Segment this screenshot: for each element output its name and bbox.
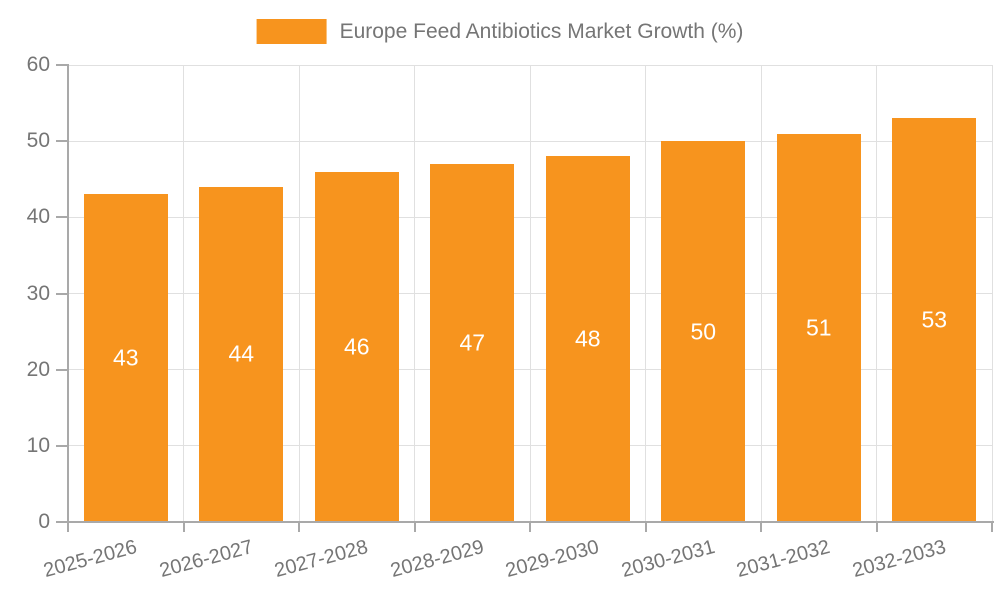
gridline-vertical bbox=[183, 65, 184, 522]
x-axis-label: 2027-2028 bbox=[272, 536, 371, 583]
x-axis-label: 2025-2026 bbox=[41, 536, 140, 583]
y-axis-tick bbox=[56, 521, 69, 523]
x-axis-tick bbox=[875, 523, 878, 532]
gridline-vertical bbox=[529, 65, 531, 522]
x-axis-label: 2032-2033 bbox=[849, 536, 948, 583]
y-axis-tick bbox=[56, 216, 69, 219]
y-axis-tick bbox=[56, 64, 69, 66]
bar[interactable]: 47 bbox=[430, 164, 515, 522]
gridline-vertical bbox=[645, 65, 646, 522]
y-axis-label: 10 bbox=[26, 433, 50, 457]
y-axis-label: 60 bbox=[26, 53, 50, 76]
gridline-horizontal bbox=[68, 140, 993, 142]
bar[interactable]: 50 bbox=[661, 141, 746, 522]
y-axis-tick bbox=[56, 292, 69, 295]
bar-value-label: 48 bbox=[574, 325, 601, 352]
legend[interactable]: Europe Feed Antibiotics Market Growth (%… bbox=[256, 19, 744, 44]
x-axis-tick bbox=[413, 523, 416, 532]
gridline-vertical bbox=[760, 65, 762, 522]
x-axis-tick bbox=[991, 523, 993, 532]
y-axis-label: 0 bbox=[38, 510, 50, 533]
bar-value-label: 53 bbox=[921, 306, 948, 333]
gridline-vertical bbox=[414, 65, 415, 522]
bar-value-label: 50 bbox=[690, 318, 717, 345]
bar[interactable]: 48 bbox=[545, 156, 630, 522]
x-axis-tick bbox=[67, 523, 69, 532]
y-axis-label: 40 bbox=[26, 205, 50, 229]
y-axis-tick bbox=[56, 140, 69, 143]
bar-value-label: 47 bbox=[459, 329, 486, 356]
x-axis-tick bbox=[298, 523, 300, 532]
gridline-vertical bbox=[876, 65, 877, 522]
x-axis-label: 2031-2032 bbox=[734, 536, 833, 583]
bar[interactable]: 53 bbox=[892, 118, 977, 522]
x-axis-label: 2028-2029 bbox=[387, 536, 486, 583]
x-axis-tick bbox=[529, 523, 531, 532]
bar[interactable]: 44 bbox=[199, 186, 284, 522]
gridline-horizontal bbox=[68, 445, 993, 447]
x-axis-line bbox=[67, 521, 994, 523]
bar[interactable]: 51 bbox=[776, 133, 861, 522]
x-axis-tick bbox=[760, 523, 762, 532]
bar-value-label: 43 bbox=[112, 344, 139, 371]
y-axis-tick bbox=[56, 368, 69, 371]
bar-value-label: 46 bbox=[343, 333, 370, 360]
x-axis-tick bbox=[182, 523, 185, 532]
bar-value-label: 51 bbox=[805, 314, 832, 341]
gridline-horizontal bbox=[68, 369, 993, 371]
gridline-vertical bbox=[991, 65, 993, 522]
gridline-horizontal bbox=[68, 64, 993, 66]
bar[interactable]: 43 bbox=[83, 194, 168, 522]
bar-value-label: 44 bbox=[228, 340, 255, 367]
x-axis-label: 2029-2030 bbox=[503, 536, 602, 583]
y-axis-label: 20 bbox=[26, 357, 50, 381]
gridline-horizontal bbox=[68, 216, 993, 218]
bar[interactable]: 46 bbox=[314, 171, 399, 522]
legend-swatch-icon bbox=[256, 19, 327, 44]
x-axis-label: 2026-2027 bbox=[156, 536, 255, 583]
x-axis-label: 2030-2031 bbox=[618, 536, 717, 583]
x-axis-tick bbox=[644, 523, 647, 532]
y-axis-tick bbox=[56, 444, 69, 447]
y-axis-line bbox=[67, 65, 69, 522]
gridline-vertical bbox=[298, 65, 300, 522]
legend-label: Europe Feed Antibiotics Market Growth (%… bbox=[339, 19, 744, 43]
gridline-horizontal bbox=[68, 293, 993, 294]
y-axis-label: 30 bbox=[26, 281, 50, 305]
y-axis-label: 50 bbox=[26, 129, 50, 153]
